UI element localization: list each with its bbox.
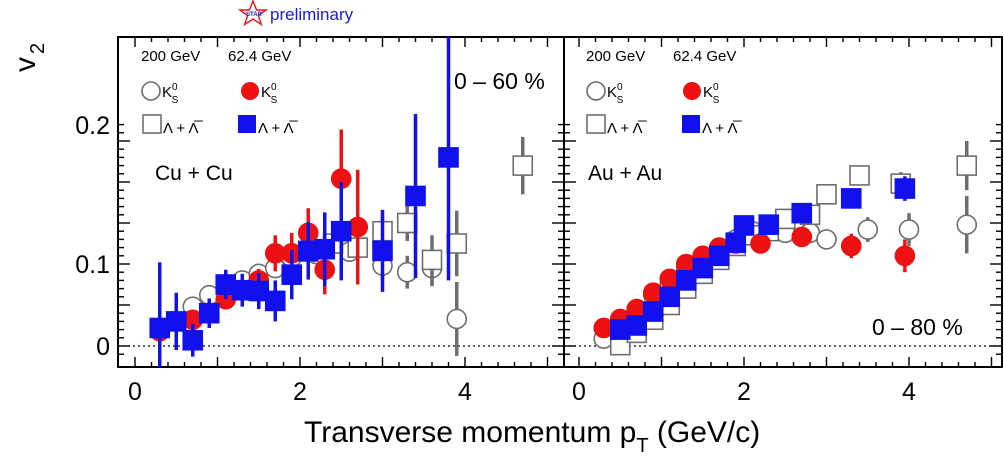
data-point: [750, 233, 771, 254]
data-point: [840, 188, 862, 209]
data-point: [898, 219, 920, 240]
legend-marker-k0s-200: [586, 81, 606, 101]
legend-energy-200: 200 GeV: [141, 48, 200, 65]
y-axis-label-main: v: [9, 57, 42, 72]
y-tick-label: 0: [96, 333, 110, 361]
data-point: [692, 257, 714, 279]
panel-cucu: 200 GeV 62.4 GeV K0 S K0 S Λ + Λ̅ Λ + Λ̅ C…: [117, 36, 565, 368]
y-axis-label-sub: 2: [27, 43, 49, 54]
data-point: [372, 240, 393, 262]
data-point: [733, 215, 755, 236]
legend: 200 GeV 62.4 GeV K0 S K0 S Λ + Λ̅ Λ + Λ̅: [141, 48, 298, 137]
legend-k0s-label: K0 S: [703, 82, 720, 106]
x-axis-label: Transverse momentum pT (GeV/c): [304, 416, 760, 457]
data-point: [626, 315, 648, 336]
legend-marker-lambda-200: [142, 114, 162, 134]
data-point: [849, 165, 870, 186]
system-label-auau: Au + Au: [588, 162, 662, 185]
legend-marker-lambda-62: [238, 115, 256, 133]
system-label-cucu: Cu + Cu: [155, 162, 233, 185]
legend-marker-lambda-200: [586, 114, 606, 134]
axis-ticks: [564, 37, 1002, 367]
centrality-label-auau: 0 – 80 %: [872, 314, 963, 340]
data-point: [840, 235, 862, 257]
data-point: [816, 184, 837, 205]
panel-auau: 200 GeV 62.4 GeV K0 S K0 S Λ + Λ̅ Λ + Λ̅ A…: [563, 36, 1003, 368]
legend-lambda-label: Λ + Λ̅: [163, 120, 203, 137]
x-tick-label: 4: [458, 378, 472, 406]
data-point: [330, 220, 352, 242]
data-point: [894, 178, 916, 199]
y-tick-label: 0.2: [75, 112, 110, 140]
data-point: [314, 238, 336, 260]
legend-lambda-label: Λ + Λ̅: [702, 120, 742, 137]
legend-marker-k0s-200: [141, 81, 161, 101]
data-point: [182, 329, 204, 351]
legend-marker-k0s-62: [241, 82, 259, 100]
legend-lambda-label: Λ + Λ̅: [258, 120, 298, 137]
data-point: [405, 185, 426, 207]
data-point: [791, 226, 813, 248]
data-point: [857, 219, 879, 240]
data-point: [198, 302, 220, 324]
star-logo-icon: [237, 0, 269, 27]
data-point: [264, 290, 286, 312]
centrality-label-cucu: 0 – 60 %: [454, 68, 545, 94]
legend-energy-62: 62.4 GeV: [673, 48, 736, 65]
star-logo-text: STAR: [246, 12, 263, 18]
x-tick-label: 4: [902, 378, 916, 406]
data-marks: [593, 141, 978, 356]
y-axis-label: v 2: [9, 43, 49, 72]
data-point: [894, 245, 916, 267]
data-point: [816, 229, 837, 250]
y-tick-label: 0.1: [75, 251, 110, 279]
data-point: [956, 214, 978, 235]
preliminary-label: preliminary: [270, 5, 354, 24]
data-point: [446, 308, 468, 330]
legend-marker-lambda-62: [682, 115, 700, 133]
legend-energy-200: 200 GeV: [586, 48, 645, 65]
data-point: [758, 214, 780, 235]
star-logo: STAR: [237, 0, 269, 27]
data-point: [512, 155, 534, 176]
x-tick-label: 0: [572, 378, 586, 406]
x-tick-label: 2: [293, 378, 307, 406]
data-point: [659, 286, 681, 308]
legend-k0s-label: K0 S: [607, 82, 624, 106]
data-point: [791, 202, 813, 224]
data-point: [725, 232, 747, 253]
data-point: [642, 301, 664, 322]
data-point: [281, 264, 303, 285]
data-marks: [149, 37, 534, 367]
panel-frame: [563, 36, 1003, 368]
legend-energy-62: 62.4 GeV: [228, 48, 291, 65]
data-point: [956, 155, 978, 176]
legend: 200 GeV 62.4 GeV K0 S K0 S Λ + Λ̅ Λ + Λ̅: [586, 48, 742, 137]
data-point: [675, 270, 697, 291]
legend-lambda-label: Λ + Λ̅: [607, 120, 647, 137]
data-point: [708, 245, 730, 267]
data-point: [421, 249, 443, 271]
x-tick-label: 0: [128, 378, 142, 406]
data-point: [438, 147, 459, 168]
legend-k0s-label: K0 S: [162, 82, 179, 106]
data-point: [165, 311, 187, 332]
x-tick-label: 2: [737, 378, 751, 406]
legend-marker-k0s-62: [683, 82, 701, 100]
legend-k0s-label: K0 S: [261, 82, 278, 106]
